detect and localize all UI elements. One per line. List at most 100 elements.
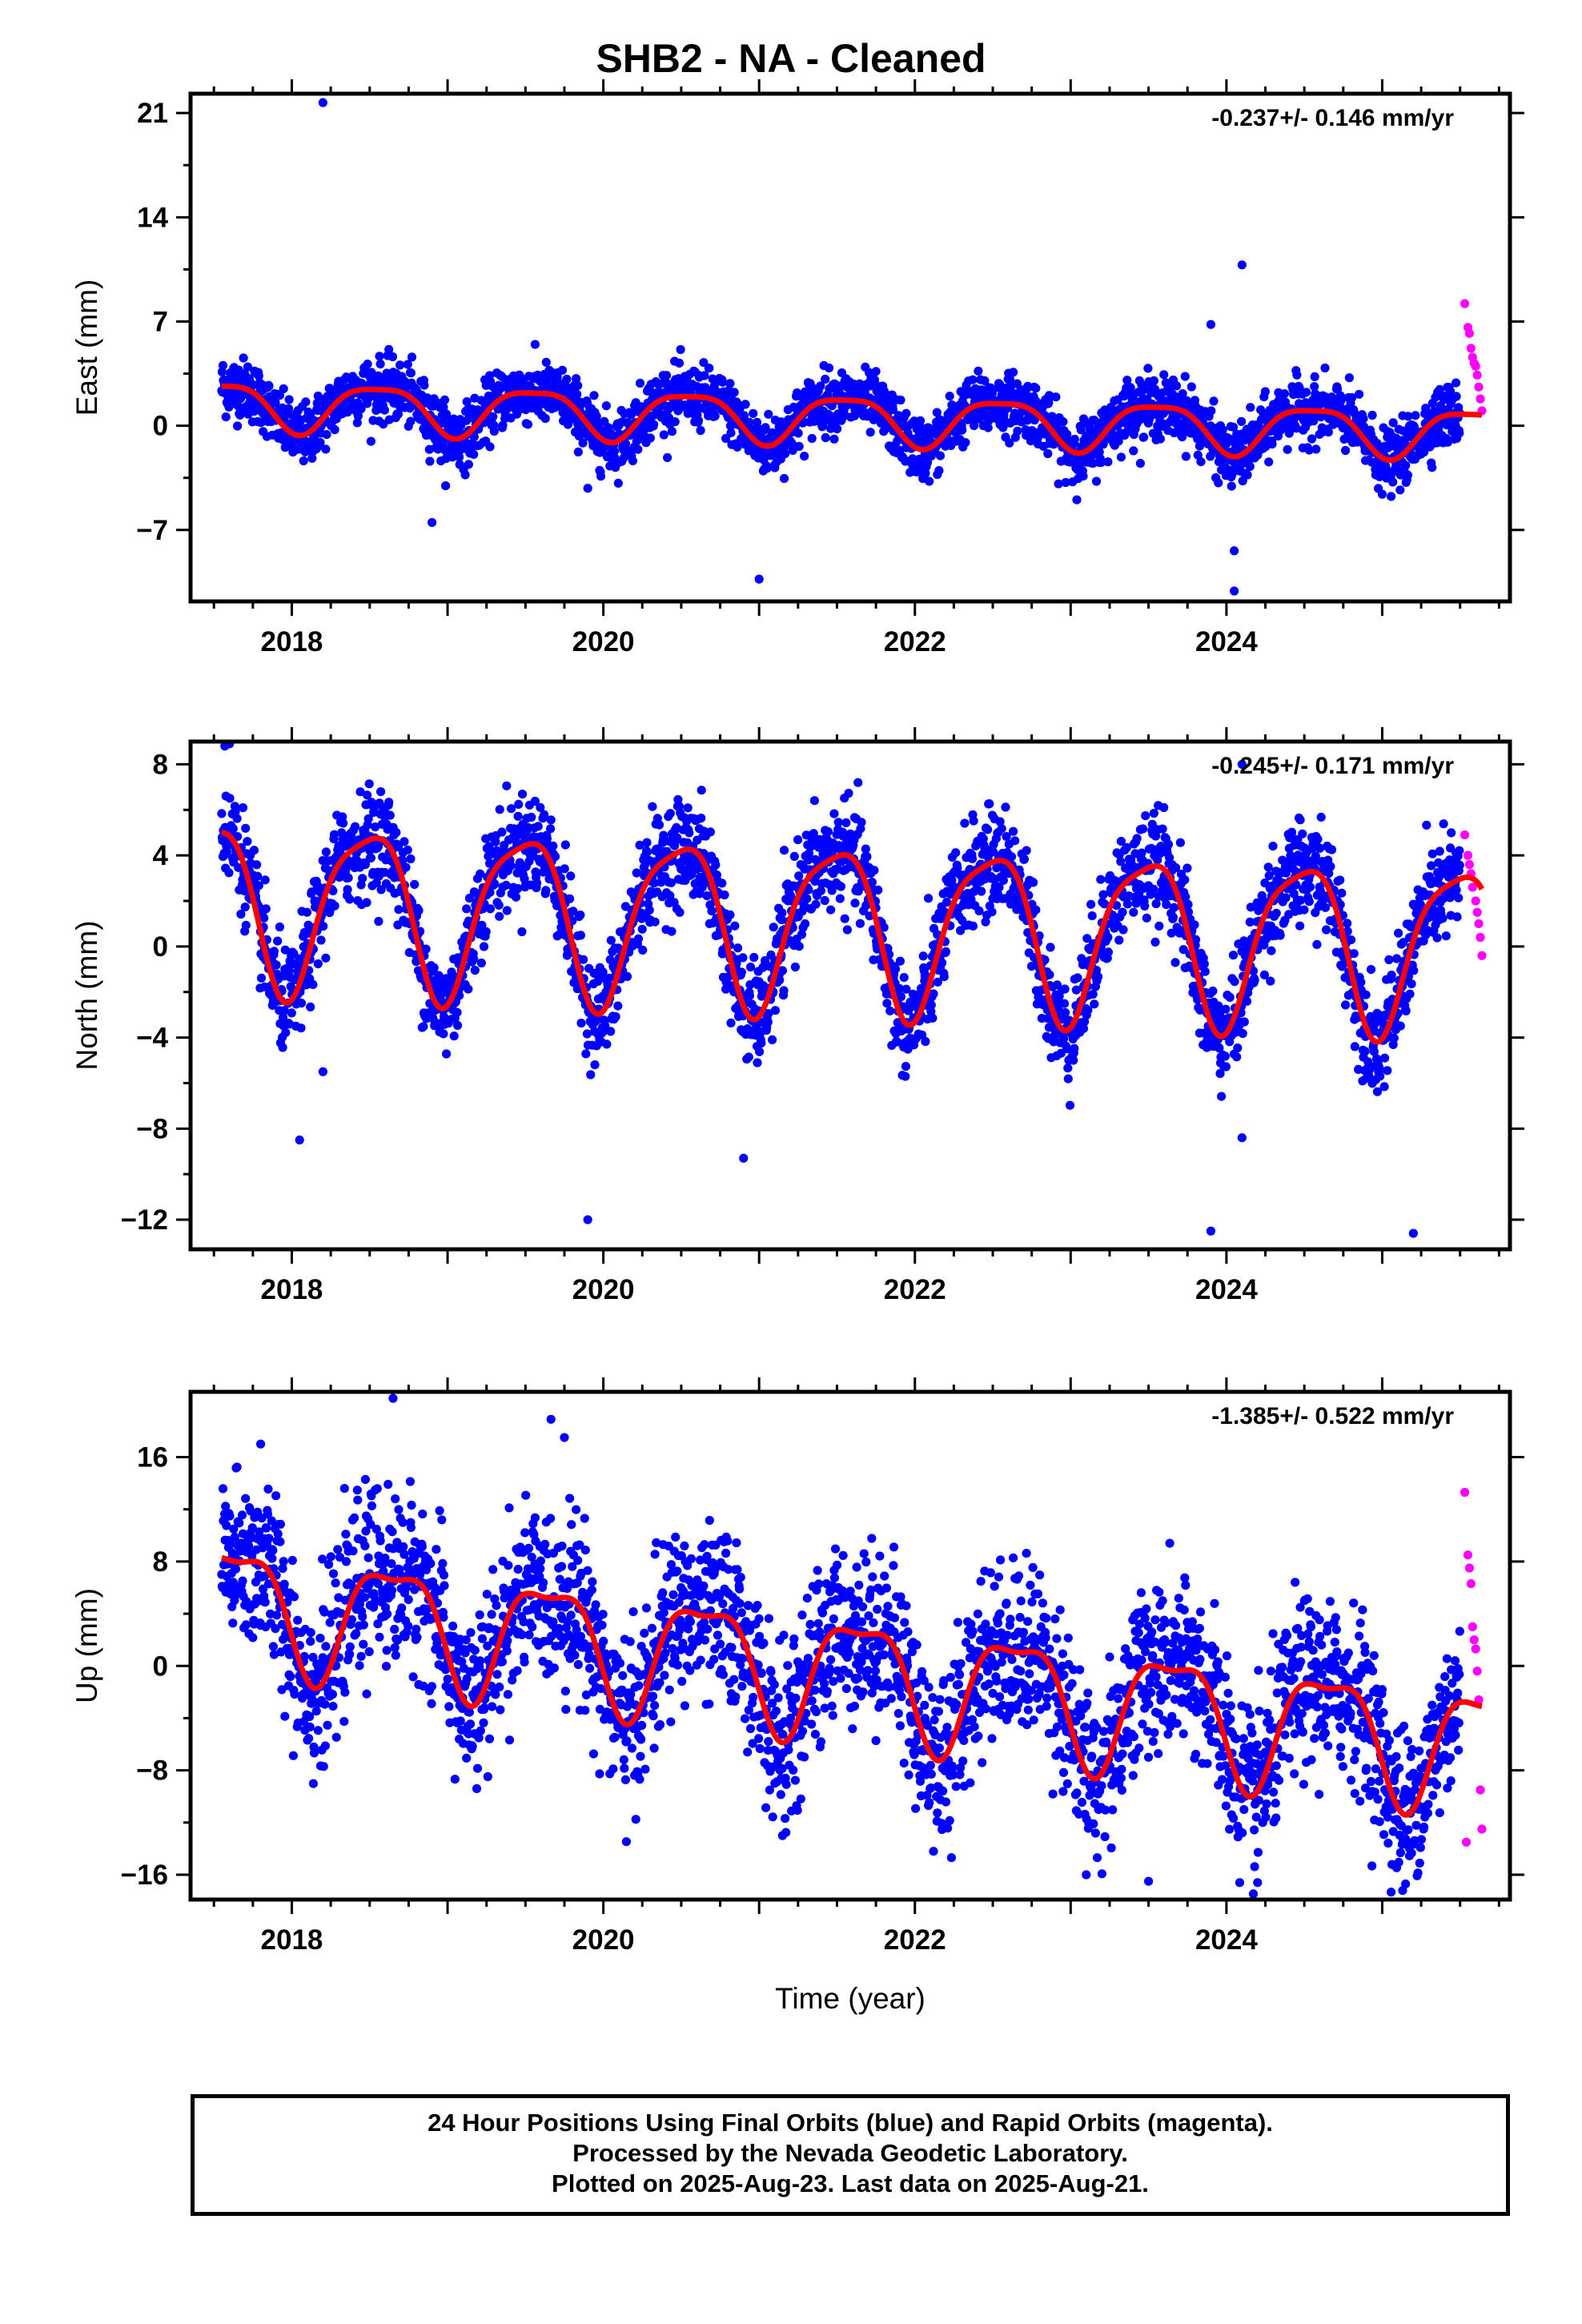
data-point [1323, 428, 1333, 437]
data-point [710, 412, 720, 421]
data-point [749, 952, 759, 963]
data-point [961, 438, 970, 448]
data-point [425, 456, 435, 466]
data-point [376, 787, 386, 797]
data-point [259, 913, 269, 923]
data-point [307, 887, 316, 897]
data-point [1341, 445, 1351, 456]
data-point [915, 416, 926, 425]
data-point [821, 432, 830, 443]
data-point [1006, 852, 1017, 862]
data-point [363, 814, 373, 823]
y-axis-title: East (mm) [70, 279, 103, 416]
data-point [764, 409, 773, 419]
data-point [589, 391, 599, 400]
data-point [650, 917, 660, 927]
data-point [730, 921, 740, 931]
data-point [1058, 417, 1068, 427]
data-point [969, 816, 978, 826]
data-point [820, 895, 829, 906]
x-tick-label: 2018 [261, 626, 323, 657]
data-point [633, 934, 644, 943]
data-point [924, 894, 934, 903]
data-point [983, 825, 993, 834]
data-point [685, 828, 694, 838]
data-point [502, 781, 512, 790]
data-point [693, 416, 704, 425]
data-point [663, 452, 673, 463]
data-point [1172, 381, 1182, 391]
data-point [351, 822, 360, 831]
data-point [264, 381, 274, 391]
data-point [579, 955, 588, 964]
data-point [440, 395, 450, 404]
data-point [576, 911, 585, 920]
data-point [279, 384, 288, 394]
data-point [733, 943, 743, 953]
data-point [362, 898, 371, 907]
data-point [1401, 460, 1411, 470]
data-point [374, 916, 383, 927]
data-point [1291, 424, 1301, 433]
data-point [384, 344, 394, 354]
data-point [590, 1060, 600, 1070]
data-point [985, 799, 994, 809]
data-point [363, 360, 372, 369]
data-point [867, 878, 877, 887]
data-point [801, 919, 810, 929]
data-point [321, 847, 331, 857]
data-point [941, 947, 950, 956]
data-point [514, 799, 524, 810]
data-point [513, 883, 523, 894]
data-point [983, 423, 993, 432]
data-point [836, 882, 845, 891]
data-point [241, 920, 251, 930]
data-point [829, 434, 839, 444]
data-point [313, 959, 323, 969]
data-point [1359, 414, 1368, 424]
data-point [667, 427, 677, 436]
data-point [495, 805, 504, 814]
data-point [968, 375, 978, 384]
data-point [953, 862, 962, 873]
data-point [925, 476, 934, 486]
data-point [1001, 802, 1010, 812]
data-point [835, 894, 845, 903]
data-point [793, 835, 803, 845]
data-point [1411, 411, 1420, 420]
data-point [879, 427, 889, 436]
rapid-orbit-points [1460, 299, 1487, 416]
data-point [252, 860, 262, 870]
data-point [994, 883, 1004, 892]
x-tick-label: 2020 [572, 626, 635, 657]
outlier-point [427, 517, 437, 528]
data-point [546, 815, 556, 825]
data-point [484, 842, 494, 851]
data-point [893, 1037, 902, 1047]
data-point [606, 1027, 616, 1036]
x-tick-label: 2022 [884, 626, 946, 657]
velocity-rate-label: -0.237+/- 0.146 mm/yr [1211, 105, 1454, 131]
data-point [490, 879, 500, 889]
data-point [1043, 448, 1053, 459]
data-point [862, 852, 872, 862]
data-point [1336, 396, 1346, 406]
data-point [1311, 444, 1321, 454]
data-point [366, 436, 375, 446]
data-point [442, 409, 452, 419]
data-point [745, 417, 754, 427]
data-point [842, 925, 852, 935]
data-point [236, 909, 246, 919]
outlier-point [1230, 546, 1239, 556]
data-point [833, 424, 842, 434]
data-point [240, 903, 250, 912]
data-point [987, 388, 998, 398]
data-point [938, 958, 947, 967]
data-point [1178, 389, 1187, 399]
data-point [322, 430, 331, 440]
model-fit-curve [221, 383, 1483, 464]
data-point [600, 1021, 610, 1031]
data-point [777, 908, 787, 918]
data-point [1304, 445, 1314, 455]
